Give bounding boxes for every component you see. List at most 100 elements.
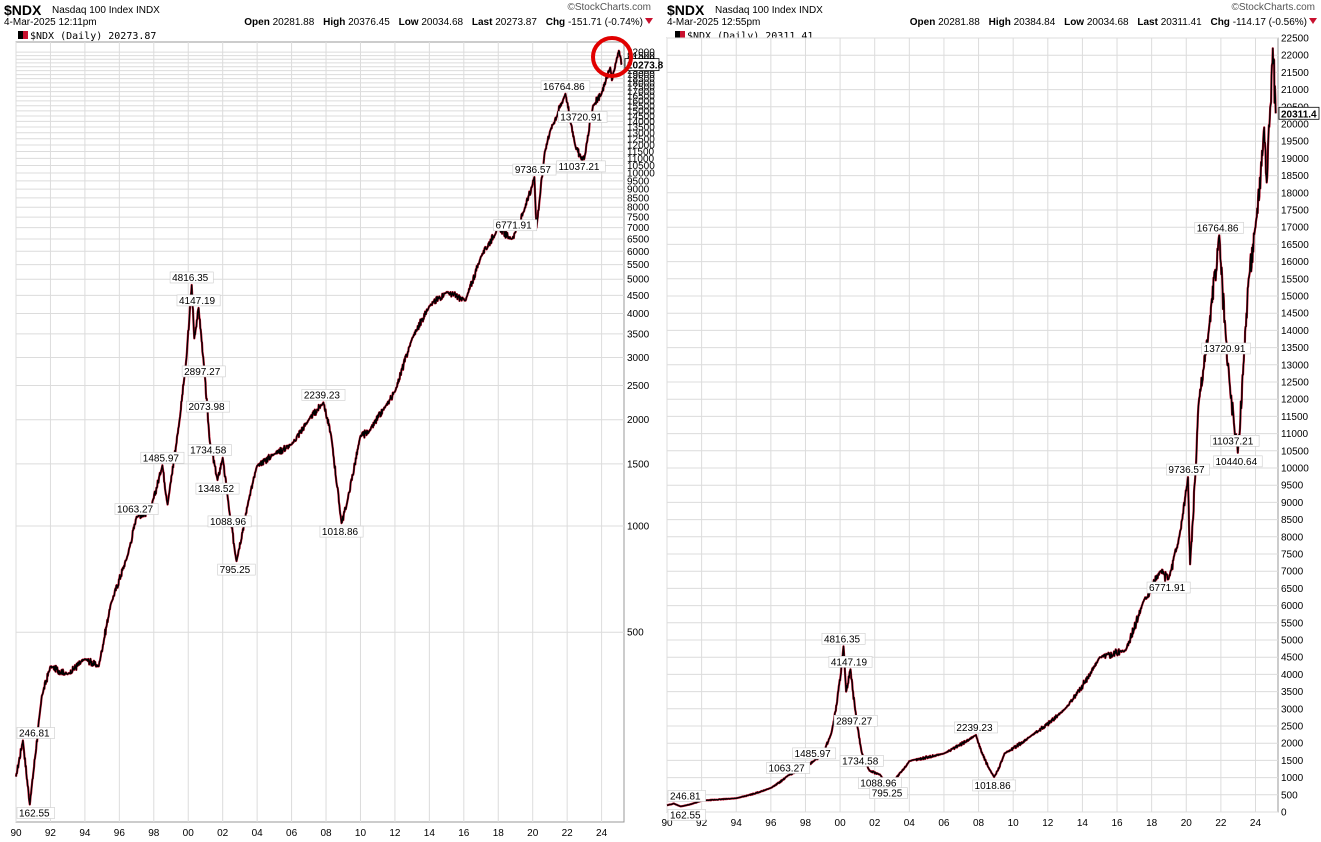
- y-tick-label: 3000: [1281, 704, 1304, 715]
- y-tick-label: 6500: [627, 235, 650, 246]
- annotation-box: [869, 787, 908, 799]
- annotation-label: 9736.57: [1168, 465, 1205, 476]
- highlight-circle: [591, 36, 633, 78]
- y-tick-label: 8000: [627, 203, 650, 214]
- y-tick-label: 5000: [627, 275, 650, 286]
- annotation-label: 1018.86: [975, 781, 1012, 792]
- x-tick-label: 22: [562, 828, 574, 839]
- x-tick-label: 14: [424, 828, 436, 839]
- annotation-label: 2239.23: [956, 723, 993, 734]
- annotation-label: 1063.27: [117, 505, 154, 516]
- annotation-box: [217, 563, 256, 576]
- y-tick-label: 4000: [1281, 670, 1304, 681]
- y-tick-label: 11000: [1281, 429, 1309, 440]
- annotation-label: 1348.52: [198, 484, 235, 495]
- y-tick-label: 9000: [1281, 498, 1304, 509]
- x-tick-label: 94: [79, 828, 91, 839]
- y-tick-label: 7500: [627, 213, 650, 224]
- down-arrow-icon[interactable]: [1309, 18, 1317, 24]
- annotation-label: 1485.97: [143, 453, 180, 464]
- y-tick-label: 6500: [1281, 584, 1304, 595]
- x-tick-label: 12: [389, 828, 401, 839]
- chart-canvas-linear: 0500100015002000250030003500400045005000…: [661, 34, 1320, 829]
- annotation-label: 11037.21: [1212, 436, 1253, 447]
- y-tick-label: 6000: [627, 247, 650, 258]
- annotation-box: [557, 111, 608, 123]
- y-tick-label: 5500: [1281, 618, 1304, 629]
- annotation-box: [540, 80, 591, 93]
- annotation-label: 1734.58: [190, 446, 227, 457]
- index-name: Nasdaq 100 Index INDX: [52, 5, 160, 16]
- x-tick-label: 04: [252, 828, 264, 839]
- last-value-tag: [1278, 106, 1320, 120]
- y-tick-label: 19000: [1281, 154, 1309, 165]
- annotation-label: 1018.86: [322, 527, 359, 538]
- annotation-box: [176, 294, 221, 307]
- annotation-box: [140, 451, 185, 464]
- last-value-text: 20311.4: [1281, 109, 1317, 120]
- y-tick-label: 2500: [1281, 722, 1304, 733]
- annotation-box: [821, 633, 866, 645]
- date-time: 4-Mar-2025 12:11pm: [4, 17, 97, 28]
- last-value-tag: [624, 58, 660, 72]
- y-tick-label: 7000: [1281, 567, 1304, 578]
- y-tick-label: 13500: [1281, 343, 1309, 354]
- x-tick-label: 18: [1146, 818, 1158, 829]
- annotation-box: [972, 779, 1017, 792]
- y-tick-label: 4500: [1281, 653, 1304, 664]
- index-name: Nasdaq 100 Index INDX: [715, 5, 823, 16]
- annotation-box: [1201, 342, 1251, 355]
- y-tick-label: 15500: [1281, 274, 1309, 285]
- annotation-box: [181, 365, 226, 378]
- y-tick-label: 17500: [1281, 206, 1309, 217]
- y-tick-label: 7500: [1281, 550, 1304, 561]
- annotation-box: [833, 715, 878, 727]
- annotation-box: [16, 727, 55, 739]
- x-tick-label: 06: [938, 818, 950, 829]
- y-tick-label: 4500: [627, 291, 650, 302]
- annotation-label: 4816.35: [172, 273, 209, 284]
- y-tick-label: 1500: [1281, 756, 1304, 767]
- annotation-label: 1485.97: [795, 749, 832, 760]
- annotation-box: [667, 809, 706, 821]
- x-tick-label: 92: [696, 818, 708, 829]
- high-label: High: [988, 17, 1011, 28]
- symbol: $NDX: [4, 2, 42, 18]
- x-tick-label: 94: [731, 818, 743, 829]
- annotation-box: [16, 807, 55, 819]
- y-tick-label: 14000: [627, 117, 655, 128]
- chg-label: Chg: [1210, 17, 1230, 28]
- y-tick-label: 20000: [1281, 120, 1309, 131]
- x-tick-label: 14: [1077, 818, 1089, 829]
- annotation-label: 4147.19: [831, 657, 868, 668]
- y-tick-label: 19500: [627, 66, 655, 77]
- date-time: 4-Mar-2025 12:55pm: [667, 17, 761, 28]
- y-tick-label: 18000: [1281, 188, 1309, 199]
- brand-watermark: ©StockCharts.com: [567, 2, 651, 13]
- y-tick-label: 15000: [627, 106, 655, 117]
- annotation-label: 1088.96: [860, 779, 897, 790]
- y-tick-label: 16500: [627, 92, 655, 103]
- annotation-label: 1063.27: [769, 763, 806, 774]
- y-tick-label: 11500: [627, 147, 655, 158]
- high-value: 20376.45: [348, 17, 390, 28]
- y-tick-label: 12500: [1281, 378, 1309, 389]
- y-tick-label: 12000: [627, 141, 655, 152]
- y-tick-label: 4000: [627, 309, 650, 320]
- annotation-label: 246.81: [19, 728, 50, 739]
- y-tick-label: 18500: [1281, 171, 1309, 182]
- down-arrow-icon[interactable]: [645, 18, 653, 24]
- y-tick-label: 3500: [627, 329, 650, 340]
- y-tick-label: 3000: [627, 353, 650, 364]
- y-tick-label: 16000: [1281, 257, 1309, 268]
- annotation-box: [195, 482, 240, 495]
- x-tick-label: 96: [114, 828, 126, 839]
- annotation-box: [828, 656, 873, 668]
- annotation-label: 2897.27: [184, 367, 221, 378]
- y-tick-label: 12500: [627, 134, 655, 145]
- annotation-label: 1088.96: [210, 517, 247, 528]
- y-tick-label: 13500: [627, 122, 655, 133]
- annotation-box: [187, 444, 232, 456]
- x-tick-label: 00: [183, 828, 195, 839]
- annotation-label: 2073.98: [188, 402, 225, 413]
